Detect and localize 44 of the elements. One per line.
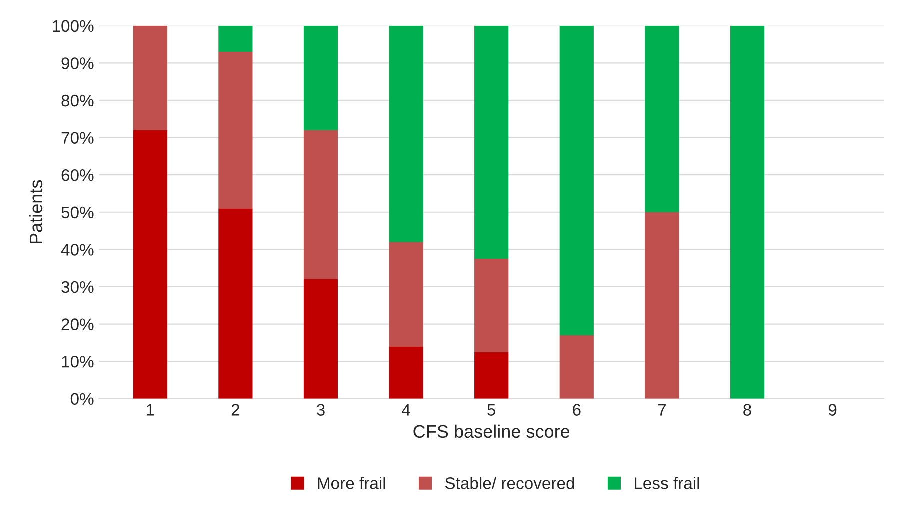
legend-label: Less frail xyxy=(634,477,700,490)
x-tick-label: 3 xyxy=(316,404,325,416)
bar xyxy=(218,52,253,209)
bar xyxy=(645,26,680,212)
legend-label: More frail xyxy=(318,477,386,490)
y-tick-label: 0% xyxy=(70,393,94,406)
x-tick-label: 1 xyxy=(147,404,154,416)
y-tick-label: 100% xyxy=(53,20,94,32)
bar xyxy=(389,26,424,242)
bar xyxy=(560,26,594,336)
bar xyxy=(645,212,680,399)
x-tick-label: 5 xyxy=(488,404,496,416)
x-tick-label: 2 xyxy=(232,404,240,416)
bar xyxy=(474,26,509,259)
bar xyxy=(304,130,338,280)
bar xyxy=(133,130,168,399)
y-tick-label: 10% xyxy=(62,356,94,368)
y-tick-label: 20% xyxy=(62,318,94,330)
bar xyxy=(304,280,338,399)
bar xyxy=(474,259,509,352)
bar xyxy=(133,26,168,130)
x-tick-label: 9 xyxy=(828,404,837,416)
bar xyxy=(474,352,509,399)
y-tick-label: 50% xyxy=(62,206,94,219)
y-tick-label: 90% xyxy=(62,58,94,70)
y-axis-title: Patients xyxy=(29,180,43,244)
y-tick-label: 40% xyxy=(61,244,94,256)
x-axis-title: CFS baseline score xyxy=(414,424,570,438)
bar xyxy=(389,346,424,399)
y-tick-label: 80% xyxy=(62,94,94,107)
bar xyxy=(218,208,253,399)
x-tick-label: 4 xyxy=(402,404,410,416)
bar xyxy=(389,242,424,347)
bar xyxy=(730,26,765,399)
y-tick-label: 70% xyxy=(62,132,94,144)
x-tick-label: 8 xyxy=(744,404,752,416)
x-tick-label: 6 xyxy=(573,404,581,416)
y-tick-label: 30% xyxy=(62,281,94,294)
y-tick-label: 60% xyxy=(62,169,94,182)
bar xyxy=(304,26,338,130)
x-tick-label: 7 xyxy=(658,404,666,416)
bar xyxy=(560,335,594,399)
legend-label: Stable/ recovered xyxy=(445,477,574,490)
bar xyxy=(218,26,253,52)
